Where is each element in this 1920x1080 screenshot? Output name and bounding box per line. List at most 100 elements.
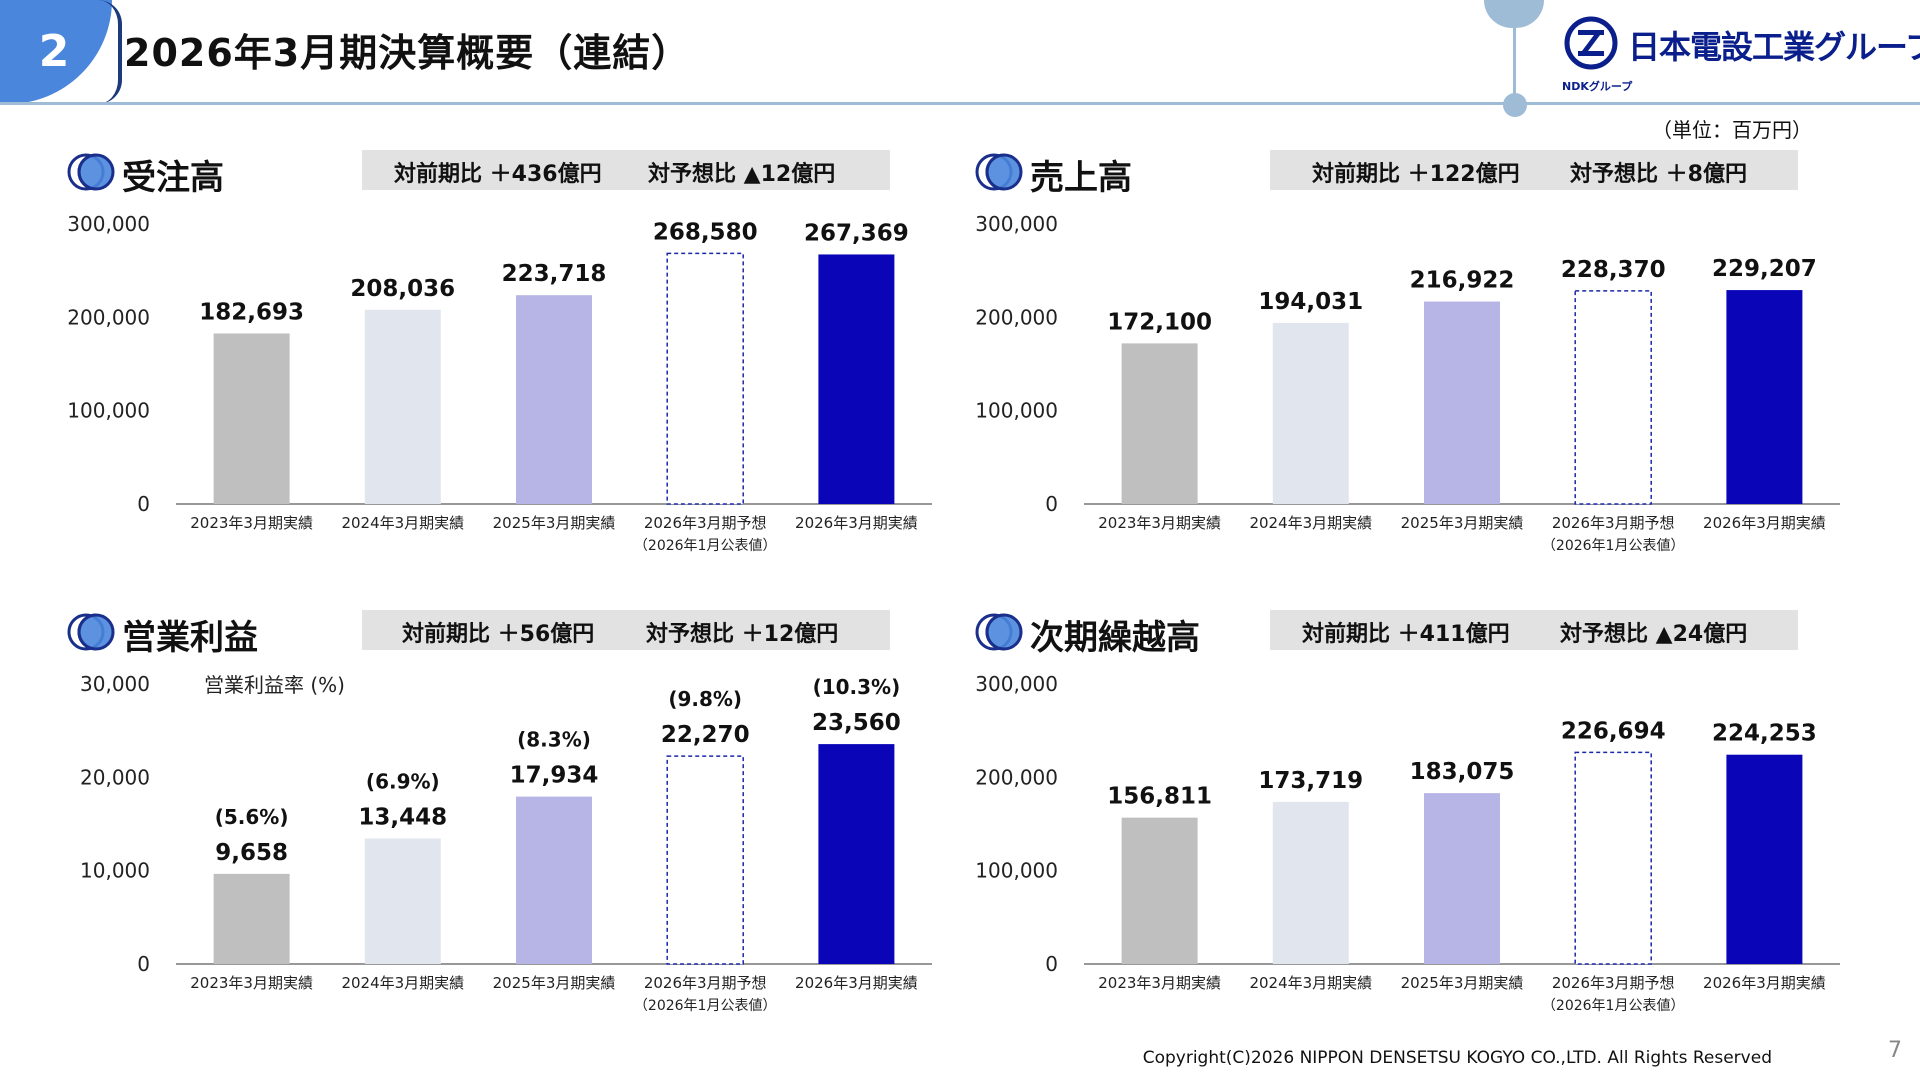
header-decoration-dot xyxy=(1503,93,1527,117)
bar xyxy=(1726,754,1803,964)
header-decoration-line xyxy=(1513,0,1516,104)
y-tick-label: 0 xyxy=(1045,952,1058,976)
category-note: （2026年1月公表値） xyxy=(1542,538,1685,554)
bar xyxy=(213,873,290,964)
forecast-comparison: 対予想比 ▲24億円 xyxy=(1560,622,1748,647)
category-note: （2026年1月公表値） xyxy=(634,538,777,554)
section-bullet-icon xyxy=(67,153,115,191)
value-label: 9,658 xyxy=(215,840,288,866)
section-number: 2 xyxy=(38,26,70,77)
y-tick-label: 200,000 xyxy=(975,305,1058,329)
category-label: 2024年3月期実績 xyxy=(1249,514,1372,532)
value-label: 228,370 xyxy=(1561,257,1666,283)
category-label: 2023年3月期実績 xyxy=(1098,514,1221,532)
bar xyxy=(818,254,895,504)
yoy-comparison: 対前期比 ＋122億円 xyxy=(1312,162,1520,187)
category-label: 2026年3月期実績 xyxy=(1703,514,1826,532)
category-label: 2026年3月期予想 xyxy=(1552,514,1675,532)
value-label: 223,718 xyxy=(502,261,607,287)
value-label: 216,922 xyxy=(1410,268,1515,294)
margin-label: (6.9%) xyxy=(366,769,440,793)
bar xyxy=(1424,301,1500,504)
y-tick-label: 0 xyxy=(137,952,150,976)
bar xyxy=(364,838,441,964)
category-label: 2023年3月期実績 xyxy=(190,974,313,992)
yoy-comparison: 対前期比 ＋436億円 xyxy=(394,162,602,187)
operating-income-panel: 営業利益 対前期比 ＋56億円 対予想比 ＋12億円 0 10,000 20,000… xyxy=(66,610,966,1030)
y-tick-label: 200,000 xyxy=(975,765,1058,789)
category-label: 2025年3月期実績 xyxy=(493,974,616,992)
category-label: 2026年3月期予想 xyxy=(644,974,767,992)
y-tick-label: 30,000 xyxy=(80,672,150,696)
category-label: 2026年3月期実績 xyxy=(795,974,918,992)
category-label: 2023年3月期実績 xyxy=(190,514,313,532)
margin-label: (5.6%) xyxy=(215,805,289,829)
order-backlog-panel: 次期繰越高 対前期比 ＋411億円 対予想比 ▲24億円 0 100,000 200… xyxy=(974,610,1874,1030)
value-label: 183,075 xyxy=(1410,759,1515,785)
category-note: （2026年1月公表値） xyxy=(1542,998,1685,1014)
forecast-bar xyxy=(1574,290,1652,505)
value-label: 156,811 xyxy=(1107,784,1212,810)
y-tick-label: 100,000 xyxy=(975,399,1058,423)
value-label: 13,448 xyxy=(358,804,447,830)
bar xyxy=(818,744,895,964)
bar xyxy=(1726,290,1803,504)
forecast-comparison: 対予想比 ＋8億円 xyxy=(1570,162,1747,187)
page-title: 2026年3月期決算概要（連結） xyxy=(124,31,691,75)
category-label: 2024年3月期実績 xyxy=(341,514,464,532)
bar xyxy=(516,796,592,964)
category-label: 2026年3月期実績 xyxy=(1703,974,1826,992)
y-tick-label: 200,000 xyxy=(67,305,150,329)
comparison-box: 対前期比 ＋436億円 対予想比 ▲12億円 xyxy=(362,150,890,190)
yoy-comparison: 対前期比 ＋411億円 xyxy=(1302,622,1510,647)
value-label: 226,694 xyxy=(1561,718,1666,744)
section-number-badge xyxy=(0,0,122,104)
operating-income-chart: 0 10,000 20,000 30,000 9,658 (5.6%) 2023年3月期実績… xyxy=(80,672,932,1014)
margin-label: (9.8%) xyxy=(668,687,742,711)
category-label: 2025年3月期実績 xyxy=(1401,514,1524,532)
category-label: 2024年3月期実績 xyxy=(1249,974,1372,992)
category-note: （2026年1月公表値） xyxy=(634,998,777,1014)
margin-label: (10.3%) xyxy=(813,675,901,699)
company-logo-text: 日本電設工業グループ xyxy=(1628,28,1920,66)
bar xyxy=(364,309,441,504)
bar xyxy=(516,295,592,504)
category-label: 2026年3月期予想 xyxy=(1552,974,1675,992)
y-tick-label: 100,000 xyxy=(67,399,150,423)
panel-title: 受注高 xyxy=(122,158,224,198)
value-label: 173,719 xyxy=(1258,768,1363,794)
y-tick-label: 0 xyxy=(137,492,150,516)
bar xyxy=(1424,793,1500,964)
bar xyxy=(213,333,290,504)
category-label: 2023年3月期実績 xyxy=(1098,974,1221,992)
category-label: 2024年3月期実績 xyxy=(341,974,464,992)
margin-label: (8.3%) xyxy=(517,728,591,752)
copyright-text: Copyright(C)2026 NIPPON DENSETSU KOGYO C… xyxy=(1142,1048,1772,1068)
category-label: 2025年3月期実績 xyxy=(1401,974,1524,992)
company-logo-icon xyxy=(1564,16,1618,70)
forecast-bar xyxy=(1574,751,1652,965)
forecast-comparison: 対予想比 ▲12億円 xyxy=(648,162,836,187)
forecast-comparison: 対予想比 ＋12億円 xyxy=(646,622,839,647)
value-label: 208,036 xyxy=(350,276,455,302)
category-label: 2026年3月期予想 xyxy=(644,514,767,532)
orders-received-panel: 受注高 対前期比 ＋436億円 対予想比 ▲12億円 0 100,000 200,0… xyxy=(66,150,966,570)
category-label: 2026年3月期実績 xyxy=(795,514,918,532)
comparison-box: 対前期比 ＋411億円 対予想比 ▲24億円 xyxy=(1270,610,1798,650)
value-label: 182,693 xyxy=(199,299,304,325)
page-number: 7 xyxy=(1888,1038,1902,1063)
value-label: 224,253 xyxy=(1712,721,1817,747)
panel-title: 営業利益 xyxy=(122,618,258,658)
unit-label: （単位：百万円） xyxy=(1652,118,1812,142)
value-label: 172,100 xyxy=(1107,309,1212,335)
order-backlog-chart: 0 100,000 200,000 300,000 156,811 2023年3月期実績 1… xyxy=(975,672,1840,1014)
value-label: 229,207 xyxy=(1712,256,1817,282)
comparison-box: 対前期比 ＋56億円 対予想比 ＋12億円 xyxy=(362,610,890,650)
net-sales-panel: 売上高 対前期比 ＋122億円 対予想比 ＋8億円 0 100,000 200,00… xyxy=(974,150,1874,570)
net-sales-chart: 0 100,000 200,000 300,000 172,100 2023年3月期実績 1… xyxy=(975,212,1840,554)
y-tick-label: 0 xyxy=(1045,492,1058,516)
bar xyxy=(1121,343,1198,504)
bar xyxy=(1121,817,1198,964)
section-bullet-icon xyxy=(975,153,1023,191)
value-label: 17,934 xyxy=(510,763,599,789)
